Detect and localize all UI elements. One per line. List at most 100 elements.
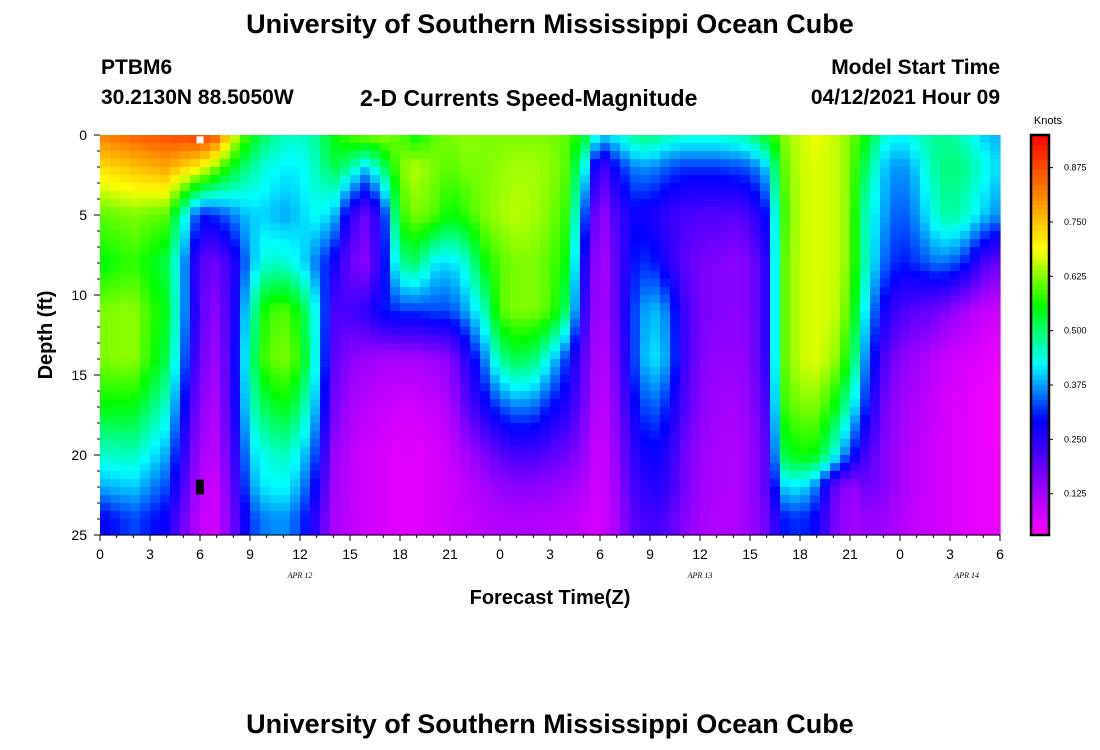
heatmap-cell xyxy=(700,295,711,304)
heatmap-cell xyxy=(640,511,651,520)
heatmap-cell xyxy=(570,367,581,376)
heatmap-cell xyxy=(760,367,771,376)
heatmap-cell xyxy=(490,215,501,224)
heatmap-cell xyxy=(420,343,431,352)
heatmap-cell xyxy=(990,175,1001,184)
heatmap-cell xyxy=(800,231,811,240)
heatmap-cell xyxy=(800,191,811,200)
heatmap-cell xyxy=(470,439,481,448)
heatmap-cell xyxy=(190,247,201,256)
heatmap-cell xyxy=(610,367,621,376)
heatmap-cell xyxy=(830,335,841,344)
heatmap-cell xyxy=(490,343,501,352)
x-tick-label: 12 xyxy=(292,546,308,562)
heatmap-cell xyxy=(590,359,601,368)
heatmap-cell xyxy=(390,295,401,304)
heatmap-cell xyxy=(860,439,871,448)
heatmap-cell xyxy=(390,231,401,240)
heatmap-cell xyxy=(960,271,971,280)
heatmap-cell xyxy=(940,471,951,480)
y-tick-label: 15 xyxy=(71,367,87,383)
heatmap-cell xyxy=(770,471,781,480)
heatmap-cell xyxy=(130,135,141,144)
heatmap-cell xyxy=(980,343,991,352)
heatmap-cell xyxy=(950,479,961,488)
heatmap-cell xyxy=(250,399,261,408)
heatmap-cell xyxy=(200,351,211,360)
heatmap-cell xyxy=(170,167,181,176)
heatmap-cell xyxy=(690,191,701,200)
heatmap-cell xyxy=(190,295,201,304)
heatmap-cell xyxy=(390,271,401,280)
heatmap-cell xyxy=(420,143,431,152)
heatmap-cell xyxy=(360,263,371,272)
heatmap-cell xyxy=(600,303,611,312)
heatmap-cell xyxy=(290,415,301,424)
heatmap-cell xyxy=(260,511,271,520)
heatmap-cell xyxy=(670,215,681,224)
heatmap-cell xyxy=(800,255,811,264)
heatmap-cell xyxy=(380,231,391,240)
heatmap-cell xyxy=(550,167,561,176)
heatmap-cell xyxy=(590,271,601,280)
heatmap-cell xyxy=(130,319,141,328)
heatmap-cell xyxy=(880,423,891,432)
heatmap-cell xyxy=(110,391,121,400)
heatmap-cell xyxy=(930,439,941,448)
heatmap-cell xyxy=(460,463,471,472)
heatmap-cell xyxy=(490,503,501,512)
heatmap-cell xyxy=(530,279,541,288)
heatmap-cell xyxy=(600,471,611,480)
heatmap-cell xyxy=(500,495,511,504)
heatmap-cell xyxy=(180,383,191,392)
colorbar-swatch xyxy=(1031,475,1049,481)
colorbar-swatch xyxy=(1031,470,1049,476)
heatmap-cell xyxy=(590,367,601,376)
heatmap-cell xyxy=(390,135,401,144)
heatmap-cell xyxy=(670,479,681,488)
heatmap-cell xyxy=(500,199,511,208)
heatmap-cell xyxy=(470,487,481,496)
heatmap-cell xyxy=(290,471,301,480)
heatmap-cell xyxy=(980,207,991,216)
heatmap-cell xyxy=(990,247,1001,256)
heatmap-cell xyxy=(840,463,851,472)
heatmap-cell xyxy=(710,247,721,256)
heatmap-cell xyxy=(270,415,281,424)
heatmap-cell xyxy=(610,151,621,160)
heatmap-cell xyxy=(590,471,601,480)
heatmap-cell xyxy=(900,375,911,384)
heatmap-cell xyxy=(340,375,351,384)
heatmap-cell xyxy=(780,303,791,312)
heatmap-cell xyxy=(320,367,331,376)
heatmap-cell xyxy=(410,511,421,520)
heatmap-cell xyxy=(190,527,201,536)
heatmap-cell xyxy=(310,519,321,528)
heatmap-cell xyxy=(260,159,271,168)
heatmap-cell xyxy=(470,519,481,528)
heatmap-cell xyxy=(690,271,701,280)
heatmap-cell xyxy=(300,415,311,424)
heatmap-cell xyxy=(160,431,171,440)
heatmap-cell xyxy=(310,167,321,176)
heatmap-cell xyxy=(570,359,581,368)
heatmap-cell xyxy=(270,255,281,264)
heatmap-cell xyxy=(640,335,651,344)
heatmap-cell xyxy=(800,511,811,520)
heatmap-cell xyxy=(760,335,771,344)
heatmap-cell xyxy=(370,215,381,224)
heatmap-cell xyxy=(230,263,241,272)
heatmap-cell xyxy=(360,319,371,328)
heatmap-cell xyxy=(170,415,181,424)
heatmap-cell xyxy=(440,351,451,360)
heatmap-cell xyxy=(180,479,191,488)
heatmap-cell xyxy=(220,479,231,488)
heatmap-cell xyxy=(790,439,801,448)
heatmap-cell xyxy=(770,231,781,240)
heatmap-cell xyxy=(210,399,221,408)
heatmap-cell xyxy=(150,199,161,208)
heatmap-cell xyxy=(780,327,791,336)
heatmap-cell xyxy=(210,263,221,272)
heatmap-cell xyxy=(110,423,121,432)
heatmap-cell xyxy=(590,439,601,448)
